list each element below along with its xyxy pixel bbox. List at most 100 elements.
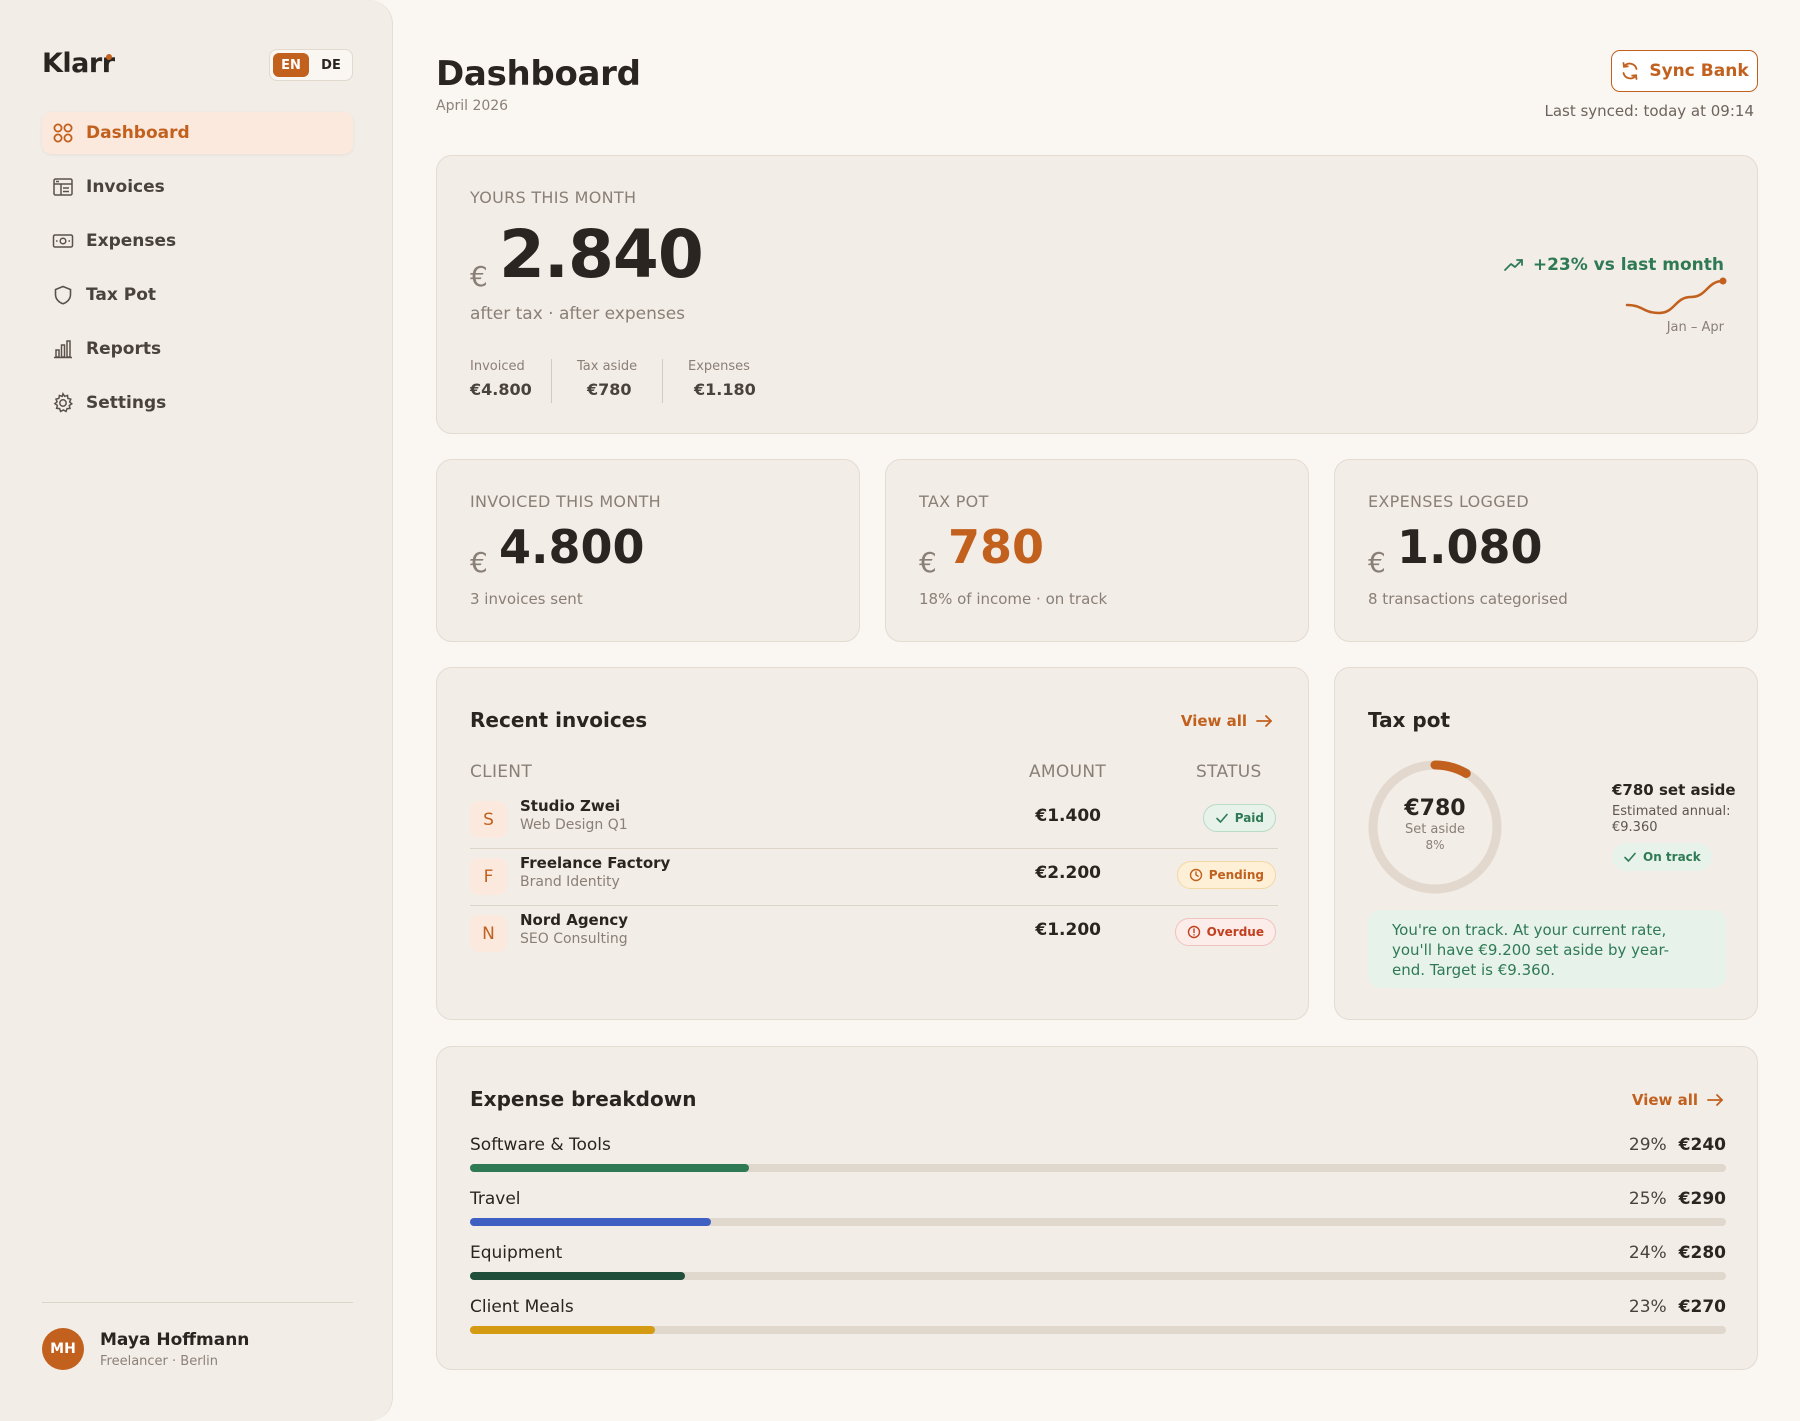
sidebar-item-invoices[interactable]: Invoices [42, 166, 353, 208]
status-badge: Overdue [1174, 918, 1276, 946]
stat-subtitle: 8 transactions categorised [1368, 590, 1568, 608]
sidebar-item-label: Tax Pot [86, 285, 157, 305]
expense-bar-track [470, 1218, 1726, 1226]
invoice-icon [52, 176, 74, 198]
sidebar-item-reports[interactable]: Reports [42, 328, 353, 370]
sidebar-item-dashboard[interactable]: Dashboard [42, 112, 353, 154]
net-income-subtitle: after tax · after expenses [470, 304, 686, 324]
expense-bar-fill [470, 1326, 655, 1334]
invoice-amount: €1.200 [1035, 920, 1101, 940]
shield-icon [52, 284, 74, 306]
expense-bar-fill [470, 1218, 712, 1226]
sidebar-item-expenses[interactable]: Expenses [42, 220, 353, 262]
expense-percent: 23% [1628, 1297, 1667, 1317]
stat-value: 780 [948, 520, 1045, 574]
table-row[interactable]: F Freelance Factory Brand Identity €2.20… [470, 849, 1278, 906]
sidebar-item-label: Dashboard [86, 123, 190, 143]
expense-bar-fill [470, 1164, 749, 1172]
expenses-stat-card: EXPENSES LOGGED € 1.080 8 transactions c… [1334, 459, 1758, 642]
currency-symbol: € [919, 546, 937, 579]
language-switcher: EN DE [269, 49, 353, 81]
invoice-amount: €2.200 [1035, 863, 1101, 883]
sidebar-item-label: Invoices [86, 177, 165, 197]
stat-caption: EXPENSES LOGGED [1368, 492, 1529, 511]
view-all-label: View all [1180, 712, 1247, 730]
tax-pot-note: You're on track. At your current rate, y… [1368, 910, 1726, 988]
last-synced-text: Last synced: today at 09:14 [1544, 102, 1754, 120]
stat-value: 4.800 [499, 520, 645, 574]
breakdown-tax-aside: Tax aside €780 [577, 359, 637, 399]
donut-label: Set aside [1404, 822, 1466, 837]
breakdown-label: Invoiced [470, 359, 525, 374]
status-label: Pending [1208, 868, 1264, 882]
sidebar: Klarr EN DE Dashboard Invoices Expenses … [0, 0, 393, 1421]
expense-amount: €270 [1678, 1297, 1726, 1317]
breakdown-label: Expenses [688, 359, 750, 374]
check-icon [1215, 813, 1228, 823]
expense-category: Equipment [470, 1243, 563, 1263]
client-name: Nord Agency [520, 911, 629, 929]
sidebar-item-settings[interactable]: Settings [42, 382, 353, 424]
sync-bank-button[interactable]: Sync Bank [1611, 50, 1758, 92]
section-title: Expense breakdown [470, 1087, 697, 1111]
net-income-value: 2.840 [499, 216, 704, 293]
section-title: Recent invoices [470, 708, 648, 732]
page-title: Dashboard [436, 54, 641, 94]
avatar[interactable]: MH [42, 1328, 84, 1370]
invoice-amount: €1.400 [1035, 806, 1101, 826]
trending-up-icon [1503, 259, 1523, 271]
status-badge: Pending [1176, 861, 1276, 889]
alert-circle-icon [1187, 925, 1200, 939]
expense-percent: 29% [1628, 1135, 1667, 1155]
app-logo[interactable]: Klarr [42, 48, 115, 79]
section-title: Tax pot [1368, 708, 1451, 732]
view-all-label: View all [1631, 1091, 1698, 1109]
expense-category: Travel [470, 1189, 521, 1209]
expense-values: 25% €290 [1629, 1189, 1726, 1209]
status-badge: On track [1612, 843, 1712, 871]
sparkline-range: Jan – Apr [1666, 320, 1724, 335]
gear-icon [52, 392, 74, 414]
expense-bar-track [470, 1272, 1726, 1280]
cash-icon [52, 230, 74, 252]
invoice-project: SEO Consulting [520, 931, 628, 947]
expense-values: 24% €280 [1629, 1243, 1726, 1263]
arrow-right-icon [1256, 715, 1272, 727]
stat-subtitle: 18% of income · on track [919, 590, 1108, 608]
lang-de-button[interactable]: DE [321, 57, 341, 73]
sidebar-item-tax-pot[interactable]: Tax Pot [42, 274, 353, 316]
expenses-view-all-link[interactable]: View all [1632, 1091, 1724, 1109]
donut-value: €780 [1404, 796, 1466, 821]
tax-pot-card: Tax pot €780 Set aside 8% €780 set aside… [1334, 667, 1758, 1020]
stat-value: 1.080 [1397, 520, 1543, 574]
lang-en-button[interactable]: EN [273, 53, 309, 77]
sidebar-item-label: Settings [86, 393, 167, 413]
check-icon [1624, 852, 1636, 862]
recent-invoices-card: Recent invoices View all CLIENT AMOUNT S… [436, 667, 1309, 1020]
page-subtitle: April 2026 [436, 98, 509, 114]
client-initial: F [470, 858, 507, 895]
invoices-view-all-link[interactable]: View all [1181, 712, 1273, 730]
table-row[interactable]: S Studio Zwei Web Design Q1 €1.400 Paid [470, 792, 1278, 849]
user-name: Maya Hoffmann [100, 1330, 250, 1350]
tax-pot-donut [1368, 760, 1502, 894]
expense-amount: €290 [1678, 1189, 1726, 1209]
invoice-project: Web Design Q1 [520, 817, 628, 833]
breakdown-value: €4.800 [470, 380, 532, 399]
expense-bar-track [470, 1164, 1726, 1172]
breakdown-divider [662, 359, 663, 403]
currency-symbol: € [470, 546, 488, 579]
invoiced-card: INVOICED THIS MONTH € 4.800 3 invoices s… [436, 459, 860, 642]
bar-chart-icon [52, 338, 74, 360]
currency-symbol: € [1368, 546, 1386, 579]
sparkline-line [1625, 279, 1725, 315]
currency-symbol: € [470, 260, 488, 293]
table-row[interactable]: N Nord Agency SEO Consulting €1.200 Over… [470, 906, 1278, 963]
client-initial: S [470, 801, 507, 838]
net-income-card: YOURS THIS MONTH € 2.840 after tax · aft… [436, 155, 1758, 434]
expense-breakdown-card: Expense breakdown View all Software & To… [436, 1046, 1758, 1370]
tax-pot-estimate: Estimated annual: €9.360 [1612, 804, 1731, 835]
breakdown-value: €1.180 [694, 380, 756, 399]
expense-percent: 24% [1628, 1243, 1667, 1263]
sidebar-item-label: Expenses [86, 231, 177, 251]
